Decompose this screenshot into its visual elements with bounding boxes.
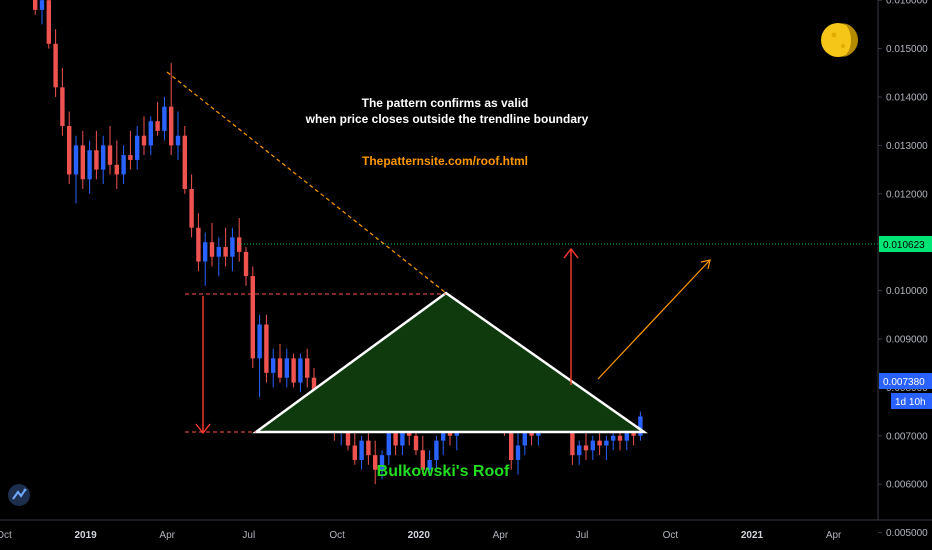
y-tick-label: 0.016000 [886, 0, 928, 7]
candle [121, 145, 126, 185]
x-tick-label: Oct [663, 530, 679, 541]
candle [209, 222, 215, 267]
candle [182, 126, 187, 194]
candle [46, 0, 51, 49]
x-tick-label: Apr [493, 530, 509, 541]
site-annotation: Thepatternsite.com/roof.html [362, 154, 528, 168]
candle [352, 430, 357, 465]
candle [250, 266, 255, 369]
y-tick-label: 0.010000 [886, 286, 928, 297]
target-price-tag: 0.010623 [879, 236, 932, 252]
y-tick-label: 0.009000 [886, 335, 928, 346]
svg-text:0.007380: 0.007380 [883, 377, 925, 388]
candle [101, 135, 106, 185]
candle [196, 213, 201, 272]
current-price-tag: 0.007380 [879, 373, 932, 389]
candle [175, 111, 181, 160]
candle [257, 314, 262, 398]
x-tick-label: Apr [826, 530, 842, 541]
y-tick-label: 0.012000 [886, 189, 928, 200]
candle [33, 0, 38, 15]
candle [243, 247, 249, 286]
candle [291, 353, 296, 388]
candle [271, 348, 276, 388]
candle [107, 126, 113, 175]
candle [611, 430, 616, 451]
candle [162, 97, 167, 141]
candle [94, 130, 99, 180]
annotation-line-1: The pattern confirms as valid [362, 96, 529, 110]
candle [189, 174, 194, 238]
candle [73, 135, 79, 204]
roof-pattern [252, 291, 648, 434]
x-tick-label: 2020 [408, 530, 431, 541]
pattern-name-label: Bulkowski's Roof [377, 463, 510, 480]
pattern-height-arrow [195, 296, 211, 435]
candle [515, 426, 521, 475]
candle [359, 435, 364, 470]
candle [128, 130, 133, 170]
x-axis-ticks: Oct 2019 Apr Jul Oct 2020 Apr Jul Oct 2021 Apr [0, 530, 842, 541]
x-tick-label: Jul [576, 530, 589, 541]
candle [53, 29, 58, 97]
candle [237, 218, 242, 262]
candle [223, 227, 228, 267]
x-tick-label: Oct [0, 530, 12, 541]
candle [420, 435, 425, 475]
svg-text:0.010623: 0.010623 [883, 240, 925, 251]
candle [277, 343, 283, 383]
candle [148, 116, 153, 156]
svg-text:1d 10h: 1d 10h [895, 397, 926, 408]
candle [80, 130, 85, 189]
forecast-arrow [597, 259, 711, 380]
y-tick-label: 0.014000 [886, 93, 928, 104]
x-tick-label: Jul [242, 530, 255, 541]
candle [284, 348, 289, 388]
candle [577, 440, 582, 465]
candle [366, 430, 371, 465]
candle [264, 314, 269, 383]
candle [67, 111, 72, 185]
candle [114, 140, 119, 189]
x-tick-label: Apr [159, 530, 175, 541]
breakout-target-arrow [563, 247, 579, 385]
candle [155, 101, 160, 136]
candle [305, 348, 310, 388]
x-tick-label: 2019 [74, 530, 97, 541]
moon-icon[interactable] [821, 23, 858, 57]
y-tick-label: 0.005000 [886, 528, 928, 539]
candle [298, 353, 303, 393]
candle [590, 435, 595, 460]
y-tick-label: 0.007000 [886, 431, 928, 442]
y-tick-label: 0.013000 [886, 141, 928, 152]
candle [597, 430, 602, 456]
annotation-line-2: when price closes outside the trendline … [305, 112, 589, 126]
candle [230, 227, 235, 272]
candle [583, 430, 589, 460]
candle [604, 435, 609, 460]
candle [379, 450, 385, 480]
candle [141, 116, 147, 156]
candle [373, 440, 378, 485]
candle [60, 67, 65, 136]
y-tick-label: 0.006000 [886, 480, 928, 491]
bar-countdown-tag: 1d 10h [891, 393, 932, 409]
tradingview-logo-icon[interactable] [8, 484, 30, 506]
candle [638, 411, 643, 441]
x-tick-label: 2021 [741, 530, 764, 541]
candle [39, 0, 45, 25]
candle [169, 63, 174, 156]
candle [216, 237, 221, 277]
y-tick-label: 0.015000 [886, 44, 928, 55]
descending-trendline [166, 71, 447, 294]
candle [434, 435, 439, 470]
candle [427, 450, 432, 475]
candle [87, 140, 92, 194]
x-tick-label: Oct [329, 530, 345, 541]
candle [203, 232, 208, 286]
candle [135, 126, 140, 170]
